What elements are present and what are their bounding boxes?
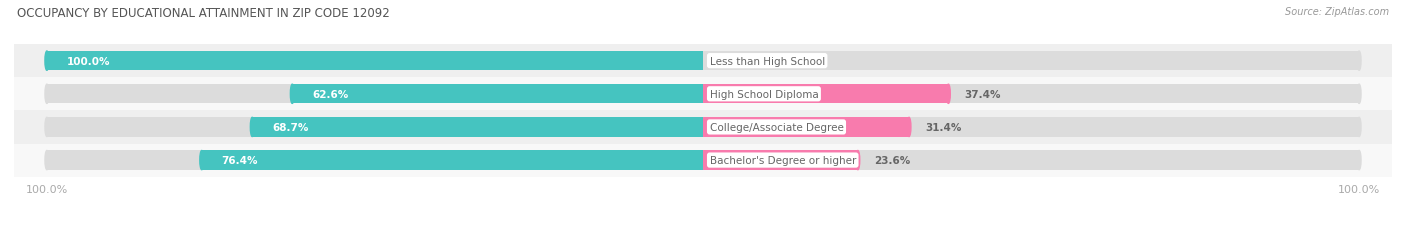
Bar (703, 151, 1360, 170)
Bar (703, 85, 1360, 104)
Text: 100.0%: 100.0% (66, 56, 110, 66)
Text: Bachelor's Degree or higher: Bachelor's Degree or higher (710, 155, 856, 165)
Bar (703, 85, 949, 104)
Circle shape (1357, 85, 1361, 104)
Circle shape (250, 118, 254, 137)
Circle shape (856, 151, 859, 170)
Bar (292, 85, 703, 104)
Text: Less than High School: Less than High School (710, 56, 825, 66)
Circle shape (291, 85, 294, 104)
Bar (46, 52, 703, 71)
Circle shape (1357, 118, 1361, 137)
Bar (46, 52, 703, 71)
Bar (14, 144, 1392, 177)
Text: High School Diploma: High School Diploma (710, 89, 818, 99)
Circle shape (45, 85, 49, 104)
Bar (703, 151, 858, 170)
Circle shape (946, 85, 950, 104)
Bar (201, 151, 703, 170)
Text: College/Associate Degree: College/Associate Degree (710, 122, 844, 132)
Text: OCCUPANCY BY EDUCATIONAL ATTAINMENT IN ZIP CODE 12092: OCCUPANCY BY EDUCATIONAL ATTAINMENT IN Z… (17, 7, 389, 20)
Bar (46, 85, 703, 104)
Bar (14, 78, 1392, 111)
Text: 68.7%: 68.7% (271, 122, 308, 132)
Bar (252, 118, 703, 137)
Bar (46, 118, 703, 137)
Bar (46, 151, 703, 170)
Circle shape (45, 52, 49, 71)
Circle shape (1357, 151, 1361, 170)
Bar (703, 52, 1360, 71)
Circle shape (907, 118, 911, 137)
Circle shape (45, 151, 49, 170)
Bar (14, 111, 1392, 144)
Text: 31.4%: 31.4% (925, 122, 962, 132)
Circle shape (200, 151, 204, 170)
Text: Source: ZipAtlas.com: Source: ZipAtlas.com (1285, 7, 1389, 17)
Bar (14, 45, 1392, 78)
Bar (703, 118, 1360, 137)
Circle shape (45, 52, 49, 71)
Text: 76.4%: 76.4% (221, 155, 257, 165)
Text: 62.6%: 62.6% (312, 89, 349, 99)
Circle shape (1357, 52, 1361, 71)
Text: 37.4%: 37.4% (965, 89, 1001, 99)
Bar (703, 118, 910, 137)
Text: 0.0%: 0.0% (720, 56, 748, 66)
Text: 23.6%: 23.6% (875, 155, 911, 165)
Circle shape (45, 118, 49, 137)
